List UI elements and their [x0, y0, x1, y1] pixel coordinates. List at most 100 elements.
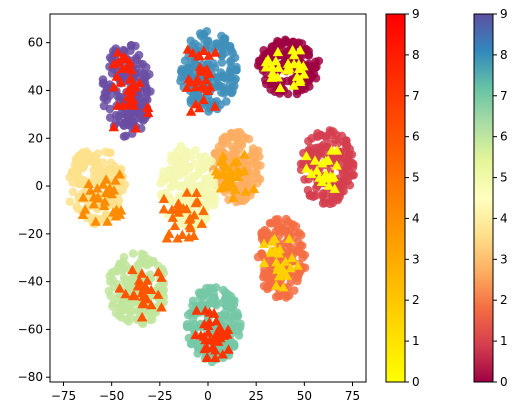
triangle-point-8 [182, 44, 193, 54]
y-tick-label-3: −20 [18, 227, 43, 241]
triangle-point-9 [108, 58, 119, 69]
circle-point-1 [312, 132, 322, 141]
colorbar-triangles-ticks: 0 1 2 3 4 5 6 7 8 9 [405, 7, 420, 389]
circle-point-0 [267, 42, 277, 51]
circle-point-5 [187, 152, 196, 162]
circle-point-2 [284, 291, 294, 300]
circle-point-2 [259, 269, 269, 279]
circle-point-3 [237, 195, 246, 205]
triangle-point-5 [196, 218, 207, 228]
triangle-point-8 [181, 82, 193, 92]
circle-point-7 [193, 349, 202, 358]
circle-point-1 [342, 164, 351, 173]
triangle-point-4 [108, 207, 119, 217]
circle-point-8 [217, 88, 226, 97]
triangle-point-3 [248, 183, 260, 193]
triangle-point-0 [270, 55, 281, 66]
triangle-point-5 [173, 198, 184, 208]
triangle-point-2 [292, 260, 303, 270]
triangle-point-1 [329, 183, 340, 193]
triangle-point-8 [198, 94, 209, 105]
triangle-point-3 [234, 166, 245, 177]
triangle-point-7 [217, 349, 228, 359]
triangle-point-6 [156, 302, 167, 312]
triangle-point-1 [326, 145, 337, 155]
circle-point-8 [217, 51, 227, 60]
circle-point-3 [231, 147, 241, 157]
circle-point-2 [283, 217, 293, 227]
triangle-point-4 [98, 200, 110, 210]
x-tick-label-6: 75 [345, 389, 360, 403]
triangle-point-4 [85, 185, 96, 195]
circle-point-4 [76, 155, 85, 165]
circle-point-0 [259, 46, 269, 55]
triangle-point-5 [177, 229, 188, 239]
triangle-point-0 [275, 82, 286, 92]
triangle-point-4 [114, 169, 125, 179]
circle-point-5 [160, 188, 170, 198]
triangle-point-9 [130, 123, 142, 133]
circle-point-4 [65, 197, 75, 206]
circle-point-3 [252, 159, 262, 169]
triangle-point-0 [272, 72, 283, 82]
triangle-point-2 [272, 261, 284, 271]
circle-point-2 [266, 219, 276, 228]
triangle-point-8 [187, 47, 199, 58]
circle-point-2 [296, 230, 306, 240]
triangle-point-4 [99, 196, 111, 206]
triangle-point-5 [158, 193, 170, 203]
triangle-point-6 [142, 275, 153, 285]
circle-point-4 [120, 180, 130, 189]
circle-point-5 [191, 146, 200, 155]
triangle-point-8 [200, 83, 211, 93]
circle-point-4 [65, 173, 74, 182]
circle-point-1 [341, 139, 351, 149]
circle-point-1 [349, 159, 358, 169]
triangle-point-3 [215, 157, 227, 167]
triangle-point-7 [199, 318, 210, 329]
circle-point-5 [195, 152, 205, 162]
triangle-point-2 [286, 252, 298, 263]
x-tick-label-3: 0 [204, 389, 212, 403]
triangle-point-8 [210, 47, 221, 57]
circle-point-4 [90, 152, 99, 162]
colorbar-circles: 0 1 2 3 4 5 6 7 8 9 [473, 7, 508, 389]
circle-point-9 [126, 46, 135, 55]
triangle-point-0 [291, 71, 303, 81]
triangle-point-6 [120, 288, 131, 299]
circle-point-8 [196, 29, 205, 38]
triangle-point-1 [321, 171, 333, 181]
triangle-point-5 [191, 187, 202, 197]
triangle-point-7 [210, 352, 221, 362]
triangle-point-1 [323, 180, 335, 190]
y-tick-label-6: 40 [28, 83, 43, 97]
circle-point-6 [117, 313, 126, 322]
circle-point-5 [204, 193, 214, 203]
circle-point-8 [217, 58, 227, 67]
circle-point-5 [205, 178, 215, 187]
x-tick-label-4: 25 [249, 389, 264, 403]
triangle-point-4 [90, 216, 101, 226]
triangle-points [77, 44, 343, 362]
triangle-point-6 [146, 299, 157, 310]
triangle-point-8 [185, 106, 197, 116]
triangle-point-2 [284, 233, 295, 243]
colorbar-triangles-tick-label-9: 9 [412, 7, 420, 21]
triangle-point-5 [189, 210, 200, 220]
triangle-point-2 [278, 282, 289, 292]
triangle-point-5 [169, 220, 181, 230]
circle-point-8 [213, 41, 223, 51]
triangle-point-7 [222, 324, 234, 334]
circle-point-5 [207, 156, 216, 166]
triangle-point-6 [146, 284, 157, 294]
circle-point-7 [217, 313, 227, 322]
circle-point-9 [119, 45, 128, 55]
triangle-point-0 [293, 63, 305, 73]
triangle-point-0 [294, 45, 306, 55]
triangle-point-9 [117, 100, 129, 110]
circle-point-7 [196, 290, 205, 299]
triangle-point-0 [260, 62, 272, 72]
circle-point-1 [319, 140, 328, 150]
circle-point-0 [266, 85, 276, 94]
